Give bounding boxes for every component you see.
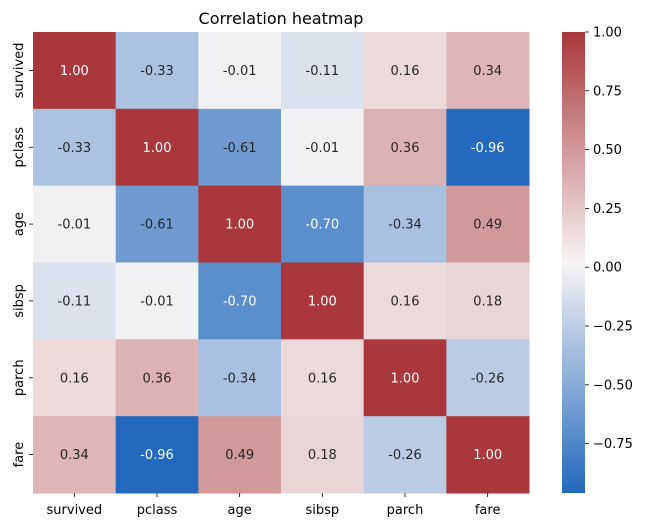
- colorbar-tick-label: 0.50: [593, 143, 622, 158]
- x-axis-tick-labels: survived pclass age sibsp parch fare: [47, 493, 501, 518]
- heatmap-cell-sibsp-fare: [446, 262, 530, 340]
- heatmap-cell-pclass-parch: [363, 108, 447, 187]
- cell-value-label: -0.33: [140, 64, 174, 79]
- x-tick-label-fare: fare: [475, 503, 501, 518]
- colorbar-tick-label: 0.75: [593, 84, 622, 99]
- heatmap-cell-sibsp-age: [198, 262, 282, 340]
- cell-value-label: 0.49: [473, 218, 502, 233]
- cell-value-label: -0.61: [223, 141, 257, 156]
- heatmap-cell-parch-pclass: [115, 339, 199, 417]
- cell-value-label: -0.26: [388, 448, 422, 463]
- cell-value-label: 0.36: [143, 371, 172, 386]
- cell-value-label: -0.70: [306, 218, 340, 233]
- cell-value-label: 0.34: [60, 448, 89, 463]
- heatmap-cell-fare-pclass: [115, 416, 199, 494]
- cell-value-label: 1.00: [308, 294, 337, 309]
- heatmap-cell-survived-parch: [363, 32, 447, 110]
- colorbar-tick-label: 1.00: [593, 26, 622, 41]
- colorbar-tick-label: −0.75: [593, 437, 633, 452]
- y-tick-label-pclass: pclass: [12, 127, 27, 168]
- heatmap-cell-age-age: [198, 185, 282, 263]
- x-tick-label-survived: survived: [47, 503, 103, 518]
- heatmap-cell-survived-sibsp: [281, 32, 365, 110]
- y-tick-label-fare: fare: [12, 442, 27, 468]
- heatmap-cell-pclass-age: [198, 108, 282, 187]
- heatmap-cell-fare-survived: [33, 416, 117, 494]
- x-tick-label-pclass: pclass: [137, 503, 178, 518]
- heatmap-cell-pclass-survived: [33, 108, 117, 187]
- cell-value-label: 1.00: [60, 64, 89, 79]
- cell-value-label: 0.36: [391, 141, 420, 156]
- heatmap-cell-age-sibsp: [281, 185, 365, 263]
- heatmap-cell-parch-fare: [446, 339, 530, 417]
- colorbar: 1.00 0.75 0.50 0.25 0.00 −0.25 −0.50 −0.75: [562, 26, 633, 493]
- heatmap-cell-sibsp-pclass: [115, 262, 199, 340]
- heatmap-cell-sibsp-survived: [33, 262, 117, 340]
- cell-value-label: -0.01: [140, 294, 174, 309]
- heatmap-cell-fare-age: [198, 416, 282, 494]
- y-tick-label-sibsp: sibsp: [12, 284, 27, 318]
- heatmap-cell-sibsp-sibsp: [281, 262, 365, 340]
- cell-value-label: -0.01: [306, 141, 340, 156]
- cell-value-label: -0.01: [58, 218, 92, 233]
- heatmap-cell-pclass-fare: [446, 108, 530, 187]
- heatmap-cell-parch-sibsp: [281, 339, 365, 417]
- colorbar-tick-label: −0.25: [593, 320, 633, 335]
- cell-value-label: -0.96: [140, 448, 174, 463]
- cell-value-label: 0.16: [308, 371, 337, 386]
- cell-value-label: 0.34: [473, 64, 502, 79]
- colorbar-gradient: [562, 32, 585, 493]
- colorbar-tick-label: −0.50: [593, 378, 633, 393]
- heatmap-cell-survived-age: [198, 32, 282, 110]
- heatmap-cell-survived-pclass: [115, 32, 199, 110]
- cell-value-label: -0.11: [58, 294, 92, 309]
- heatmap-cell-sibsp-parch: [363, 262, 447, 340]
- cell-value-label: 0.16: [60, 371, 89, 386]
- cell-value-label: -0.70: [223, 294, 257, 309]
- cell-value-label: -0.34: [388, 218, 422, 233]
- x-tick-label-sibsp: sibsp: [305, 503, 339, 518]
- heatmap-cell-age-survived: [33, 185, 117, 263]
- heatmap-cell-age-parch: [363, 185, 447, 263]
- heatmap-cell-survived-fare: [446, 32, 530, 110]
- heatmap-cell-parch-age: [198, 339, 282, 417]
- chart-title: Correlation heatmap: [199, 9, 364, 28]
- y-tick-label-parch: parch: [12, 359, 27, 396]
- heatmap-cell-fare-fare: [446, 416, 530, 494]
- x-tick-label-age: age: [228, 503, 252, 518]
- cell-value-label: -0.33: [58, 141, 92, 156]
- heatmap-cell-fare-parch: [363, 416, 447, 494]
- colorbar-tick-label: 0.00: [593, 261, 622, 276]
- cell-value-label: 0.16: [391, 294, 420, 309]
- cell-value-label: 0.49: [225, 448, 254, 463]
- x-tick-label-parch: parch: [387, 503, 424, 518]
- cell-value-label: 0.18: [473, 294, 502, 309]
- cell-value-label: 1.00: [473, 448, 502, 463]
- heatmap-cell-age-fare: [446, 185, 530, 263]
- heatmap-cell-fare-sibsp: [281, 416, 365, 494]
- cell-value-label: -0.96: [471, 141, 505, 156]
- y-tick-label-age: age: [12, 212, 27, 236]
- cell-value-label: -0.11: [306, 64, 340, 79]
- cell-value-label: 0.16: [391, 64, 420, 79]
- cell-value-label: -0.01: [223, 64, 257, 79]
- heatmap-cell-parch-parch: [363, 339, 447, 417]
- cell-value-label: 0.18: [308, 448, 337, 463]
- cell-value-label: -0.34: [223, 371, 257, 386]
- cell-value-label: -0.26: [471, 371, 505, 386]
- cell-value-label: -0.61: [140, 218, 174, 233]
- heatmap-cell-pclass-sibsp: [281, 108, 365, 187]
- heatmap-cell-parch-survived: [33, 339, 117, 417]
- cell-value-label: 1.00: [391, 371, 420, 386]
- heatmap-cells: 1.00 -0.33 -0.01 -0.11 0.16 0.34 -0.33 1.00 -0.6…: [33, 32, 530, 494]
- heatmap-cell-age-pclass: [115, 185, 199, 263]
- heatmap-cell-pclass-pclass: [115, 108, 199, 187]
- colorbar-tick-label: 0.25: [593, 202, 622, 217]
- cell-value-label: 1.00: [143, 141, 172, 156]
- cell-value-label: 1.00: [225, 218, 254, 233]
- y-tick-label-survived: survived: [12, 43, 27, 99]
- y-axis-tick-labels: survived pclass age sibsp parch fare: [12, 43, 33, 468]
- heatmap-cell-survived-survived: [33, 32, 117, 110]
